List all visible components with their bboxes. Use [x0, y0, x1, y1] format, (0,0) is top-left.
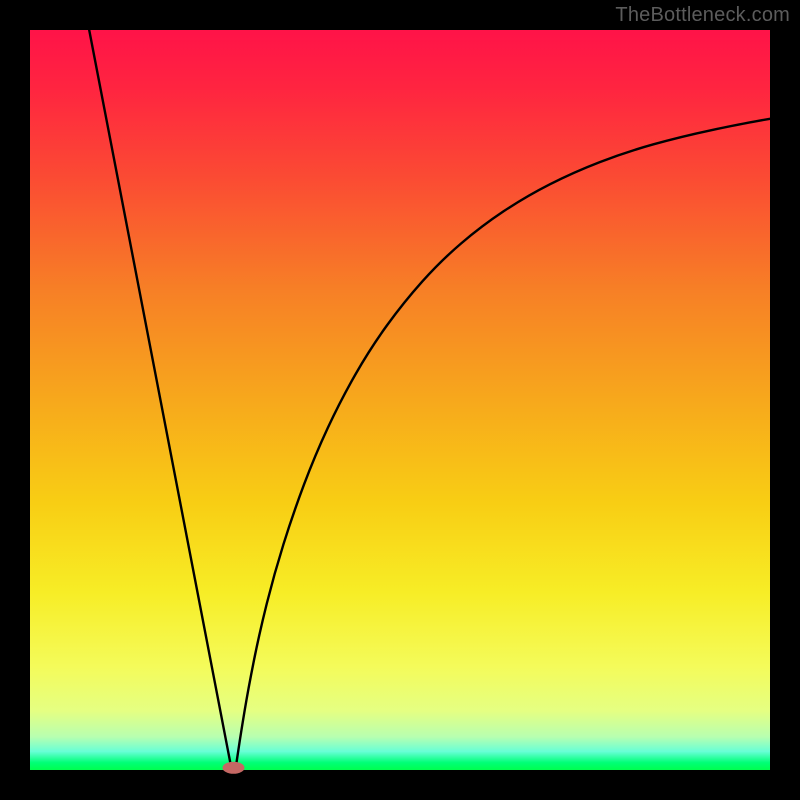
bottleneck-chart	[0, 0, 800, 800]
chart-frame: TheBottleneck.com	[0, 0, 800, 800]
watermark-text: TheBottleneck.com	[615, 4, 790, 27]
plot-background	[30, 30, 770, 770]
optimal-point-marker	[223, 762, 245, 774]
